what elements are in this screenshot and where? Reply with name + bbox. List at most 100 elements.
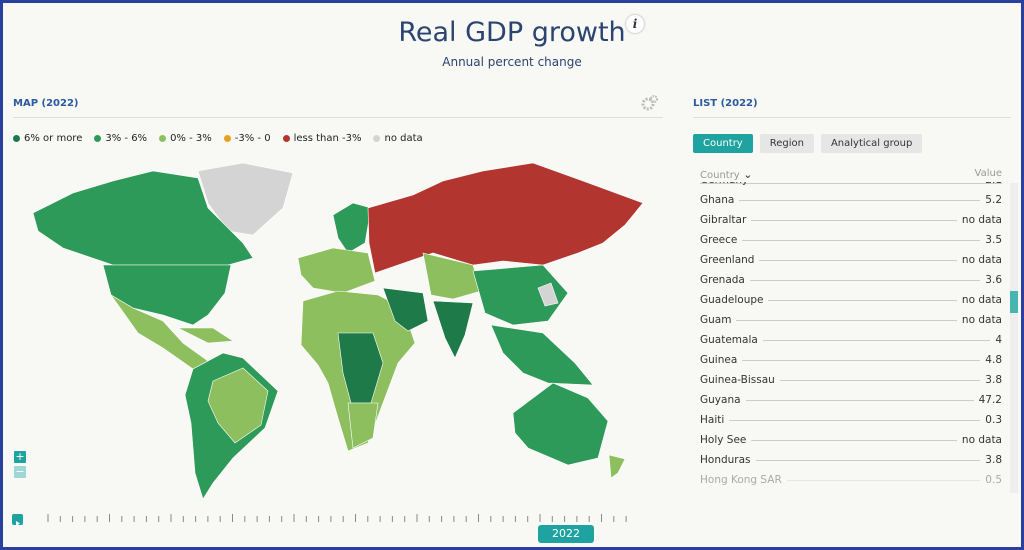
leader-line xyxy=(762,339,991,341)
leader-line xyxy=(729,419,981,421)
country-name: Hong Kong SAR xyxy=(700,474,782,486)
country-name: Guatemala xyxy=(700,334,758,346)
scrollbar[interactable] xyxy=(1010,183,1018,493)
country-value: no data xyxy=(961,294,1002,306)
leader-line xyxy=(739,199,981,201)
country-shape[interactable] xyxy=(608,454,626,479)
country-value: no data xyxy=(961,314,1002,326)
country-value: 3.8 xyxy=(985,374,1002,386)
list-row[interactable]: Guinea-Bissau 3.8 xyxy=(700,370,1002,390)
country-value: no data xyxy=(961,254,1002,266)
country-shape[interactable] xyxy=(490,324,594,386)
country-name: Guinea xyxy=(700,354,738,366)
country-name: Ghana xyxy=(700,194,735,206)
list-row[interactable]: Grenada 3.6 xyxy=(700,270,1002,290)
legend-item[interactable]: no data xyxy=(373,133,423,144)
tabs: Country Region Analytical group xyxy=(693,134,923,153)
list-row[interactable]: Guadeloupe no data xyxy=(700,290,1002,310)
country-value: 4 xyxy=(995,334,1002,346)
legend: 6% or more 3% - 6% 0% - 3% -3% - 0 less than… xyxy=(13,133,423,144)
legend-item[interactable]: 6% or more xyxy=(13,133,82,144)
divider xyxy=(13,117,663,118)
leader-line xyxy=(759,259,957,261)
list-row[interactable]: Guatemala 4 xyxy=(700,330,1002,350)
tab[interactable]: Region xyxy=(759,134,814,153)
leader-line xyxy=(779,379,981,381)
list-row[interactable]: Haiti 0.3 xyxy=(700,410,1002,430)
play-button[interactable] xyxy=(12,514,23,526)
legend-label: 0% - 3% xyxy=(170,133,212,144)
country-shape[interactable] xyxy=(472,264,569,326)
list-title: LIST (2022) xyxy=(693,98,758,109)
country-name: Greece xyxy=(700,234,738,246)
column-country[interactable]: Country ⌄ xyxy=(700,168,753,181)
legend-item[interactable]: 3% - 6% xyxy=(94,133,147,144)
list-row[interactable]: Greenland no data xyxy=(700,250,1002,270)
legend-label: no data xyxy=(384,133,423,144)
country-shape[interactable] xyxy=(207,367,269,444)
leader-line xyxy=(742,359,981,361)
list-row[interactable]: Honduras 3.8 xyxy=(700,450,1002,470)
country-name: Holy See xyxy=(700,434,747,446)
timeline[interactable] xyxy=(33,511,643,525)
country-shape[interactable] xyxy=(512,382,609,466)
leader-line xyxy=(768,299,957,301)
country-list: Germany 2.1 Ghana 5.2 Gibraltar no data Greece… xyxy=(700,182,1002,494)
country-shape[interactable] xyxy=(367,162,644,274)
world-map[interactable] xyxy=(3,153,663,503)
country-shape[interactable] xyxy=(197,162,294,236)
country-name: Guinea-Bissau xyxy=(700,374,775,386)
settings-icon[interactable] xyxy=(639,93,659,113)
country-shape[interactable] xyxy=(177,327,234,344)
country-value: 3.8 xyxy=(985,454,1002,466)
list-row[interactable]: Hong Kong SAR 0.5 xyxy=(700,470,1002,490)
list-row[interactable]: Ghana 5.2 xyxy=(700,190,1002,210)
country-shape[interactable] xyxy=(347,402,379,449)
list-row[interactable]: Guam no data xyxy=(700,310,1002,330)
country-shape[interactable] xyxy=(382,287,429,332)
country-name: Guam xyxy=(700,314,732,326)
country-value: 2.1 xyxy=(985,182,1002,186)
country-shape[interactable] xyxy=(297,247,376,294)
year-slider[interactable]: 2022 xyxy=(538,525,594,543)
legend-swatch xyxy=(94,135,102,142)
country-shape[interactable] xyxy=(422,252,482,300)
leader-line xyxy=(745,399,974,401)
tab[interactable]: Analytical group xyxy=(820,134,923,153)
list-row[interactable]: Guyana 47.2 xyxy=(700,390,1002,410)
list-row[interactable]: Gibraltar no data xyxy=(700,210,1002,230)
list-row[interactable]: Guinea 4.8 xyxy=(700,350,1002,370)
list-row[interactable]: Holy See no data xyxy=(700,430,1002,450)
legend-item[interactable]: less than -3% xyxy=(282,133,362,144)
zoom-out[interactable]: − xyxy=(14,465,26,478)
country-shape[interactable] xyxy=(332,202,372,254)
country-shape[interactable] xyxy=(102,264,232,326)
list-row[interactable]: Greece 3.5 xyxy=(700,230,1002,250)
country-shape[interactable] xyxy=(32,170,254,266)
country-name: Greenland xyxy=(700,254,755,266)
country-shape[interactable] xyxy=(537,282,559,307)
legend-item[interactable]: 0% - 3% xyxy=(159,133,212,144)
leader-line xyxy=(736,319,957,321)
leader-line xyxy=(751,439,957,441)
legend-item[interactable]: -3% - 0 xyxy=(223,133,271,144)
country-value: 5.2 xyxy=(985,194,1002,206)
country-shape[interactable] xyxy=(432,300,474,359)
page-subtitle: Annual percent change xyxy=(442,55,582,69)
country-value: 0.5 xyxy=(985,474,1002,486)
country-name: Guyana xyxy=(700,394,741,406)
legend-swatch xyxy=(13,135,20,142)
zoom-in[interactable]: + xyxy=(14,450,26,463)
legend-swatch xyxy=(223,135,231,142)
tab[interactable]: Country xyxy=(693,134,753,153)
scroll-thumb[interactable] xyxy=(1010,291,1018,313)
legend-label: less than -3% xyxy=(293,133,362,144)
info-button[interactable]: i xyxy=(626,15,644,33)
list-row[interactable]: Germany 2.1 xyxy=(700,182,1002,190)
column-label: Country xyxy=(700,170,740,181)
country-value: 4.8 xyxy=(985,354,1002,366)
leader-line xyxy=(751,219,957,221)
divider xyxy=(693,117,1011,118)
column-value[interactable]: Value xyxy=(974,168,1002,179)
